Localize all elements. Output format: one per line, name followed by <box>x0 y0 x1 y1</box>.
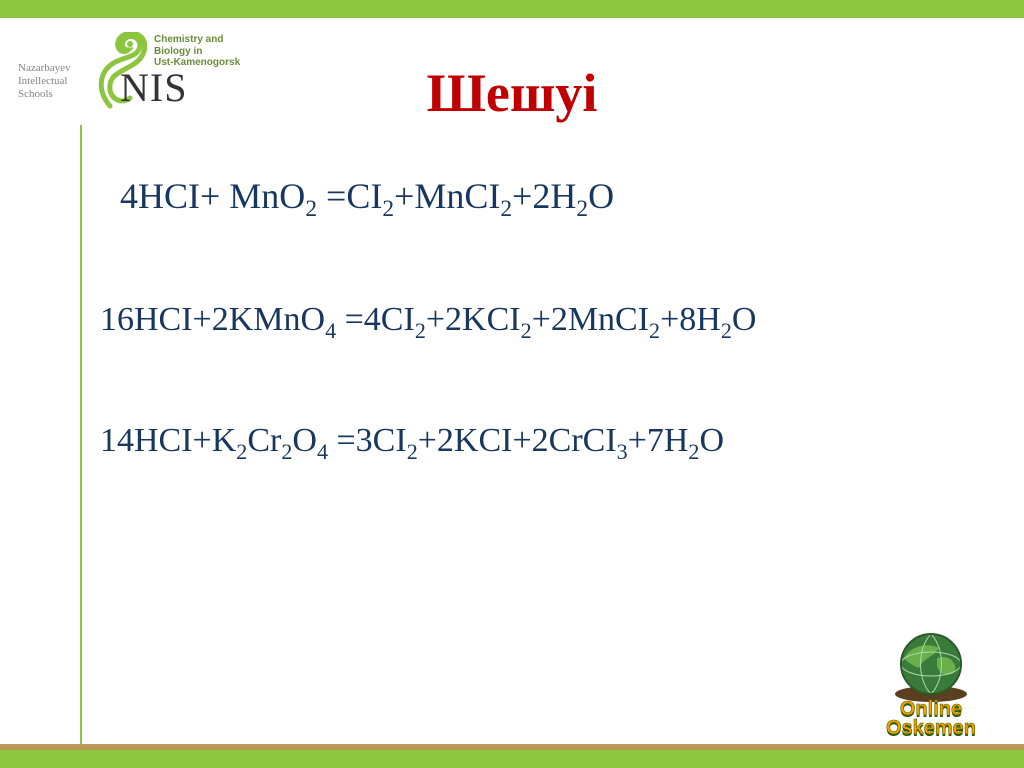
equation-1: 4HCI+ MnO2 =CI2+MnCI2+2H2O <box>120 175 984 223</box>
top-green-bar <box>0 0 1024 18</box>
equation-3: 14HCI+K2Cr2O4 =3CI2+2KCI+2CrCI3+7H2O <box>100 422 984 465</box>
bottom-green-bar <box>0 750 1024 768</box>
globe-line2: Oskemen <box>886 717 976 739</box>
globe-icon <box>889 628 973 706</box>
logo-sub-line2: Biology in <box>154 46 202 57</box>
slide-title: Шешуі <box>0 62 1024 124</box>
globe-text: Online Oskemen <box>856 700 1006 738</box>
equations-region: 4HCI+ MnO2 =CI2+MnCI2+2H2O 16HCI+2KMnO4 … <box>100 175 984 543</box>
online-oskemen-logo: Online Oskemen <box>856 628 1006 738</box>
vertical-green-line <box>80 125 82 744</box>
slide-container: Nazarbayev Intellectual Schools NIS Chem… <box>0 0 1024 768</box>
equation-2: 16HCI+2KMnO4 =4CI2+2KCI2+2MnCI2+8H2O <box>100 301 984 344</box>
logo-sub-line1: Chemistry and <box>154 34 223 45</box>
